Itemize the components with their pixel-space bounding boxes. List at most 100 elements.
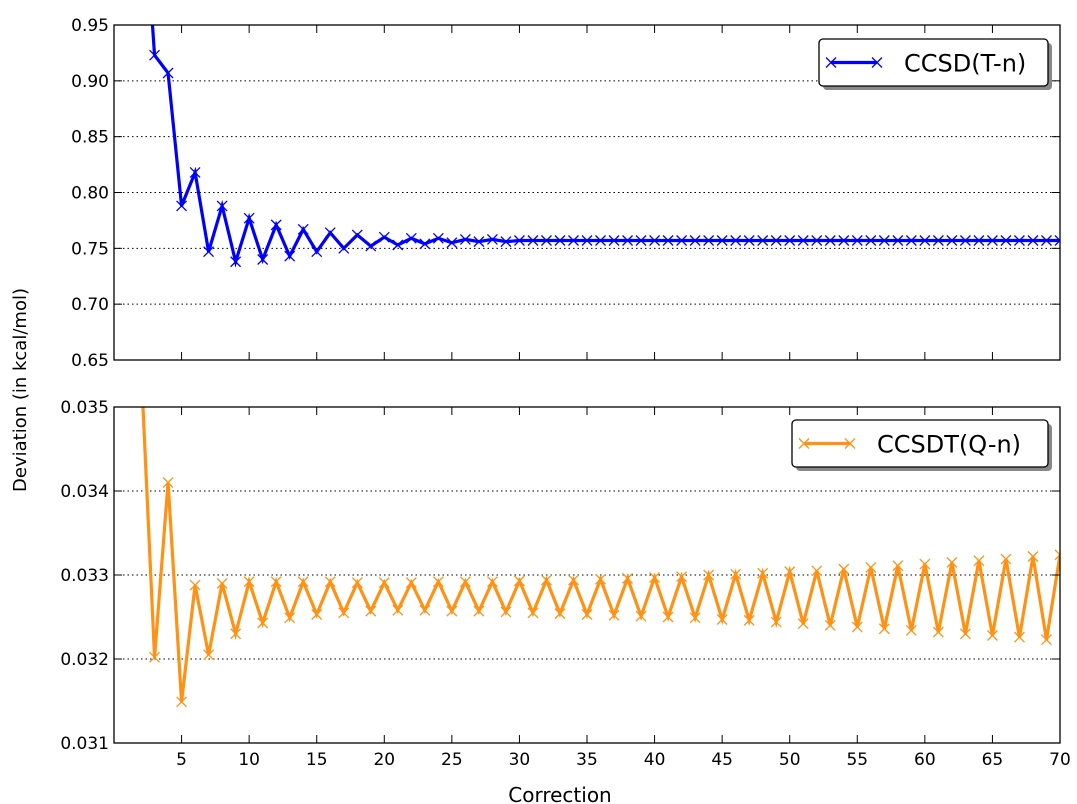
data-point [716, 235, 728, 246]
y-tick-label: 0.95 [71, 16, 109, 36]
data-point [1000, 553, 1012, 565]
data-point [905, 235, 917, 246]
legend: CCSDT(Q-n) [791, 419, 1052, 471]
y-tick-label: 0.033 [60, 566, 109, 586]
x-tick-label: 15 [306, 750, 328, 770]
data-point [946, 235, 958, 246]
data-point [324, 576, 336, 588]
data-point [959, 628, 971, 640]
data-point [500, 606, 512, 618]
data-point [716, 614, 728, 625]
data-point [338, 607, 350, 619]
data-point [473, 605, 485, 617]
data-point [162, 67, 174, 79]
data-point [622, 572, 634, 584]
data-point [405, 232, 417, 244]
data-point [311, 246, 323, 258]
data-point [878, 235, 890, 246]
data-point [1041, 235, 1052, 246]
data-point [243, 576, 255, 588]
x-tick-label: 30 [509, 750, 531, 770]
data-point [365, 240, 377, 252]
data-point [324, 227, 336, 239]
data-point [784, 566, 796, 578]
legend-label: CCSDT(Q-n) [877, 431, 1021, 459]
data-point [392, 604, 404, 616]
x-tick-label: 55 [846, 750, 868, 770]
data-point [784, 235, 796, 246]
data-point [284, 250, 296, 262]
data-point [865, 561, 877, 573]
data-point [838, 563, 850, 575]
data-point [1000, 235, 1012, 246]
series-line [141, 407, 1060, 703]
data-point [1054, 235, 1060, 246]
legend-marker [798, 438, 810, 449]
data-point [486, 576, 498, 588]
data-point [203, 649, 215, 661]
legend: CCSD(T-n) [818, 38, 1052, 90]
data-point [919, 235, 931, 246]
data-point [811, 235, 823, 246]
data-point [595, 573, 606, 585]
data-point [554, 608, 566, 620]
data-point [338, 242, 350, 254]
data-point [136, 360, 146, 370]
data-point [676, 235, 688, 246]
y-axis-label: Deviation (in kcal/mol) [10, 288, 31, 492]
data-point [149, 651, 161, 663]
x-tick-label: 65 [982, 750, 1004, 770]
data-point [703, 235, 715, 246]
y-tick-label: 0.65 [71, 351, 109, 371]
data-point [365, 605, 377, 617]
x-tick-label: 20 [373, 750, 395, 770]
data-point [743, 614, 755, 626]
data-point [446, 605, 458, 617]
data-point [757, 235, 769, 246]
data-point [635, 610, 647, 622]
data-point [811, 565, 823, 577]
data-point [662, 611, 674, 623]
data-point [378, 577, 390, 589]
y-tick-label: 0.75 [71, 239, 109, 259]
data-point [297, 576, 309, 588]
data-point [257, 617, 269, 629]
legend-marker [844, 438, 856, 449]
data-point [527, 607, 539, 619]
data-point [351, 229, 363, 241]
data-point [1014, 235, 1025, 246]
data-point [513, 235, 525, 246]
data-point [932, 235, 944, 246]
data-point [581, 235, 593, 246]
x-tick-label: 40 [644, 750, 666, 770]
data-point [892, 235, 904, 246]
legend-marker [871, 57, 883, 68]
data-point [797, 618, 809, 630]
data-point [1041, 634, 1052, 646]
data-point [973, 555, 985, 567]
y-tick-label: 0.85 [71, 128, 109, 148]
data-point [176, 696, 188, 708]
data-point [743, 235, 755, 246]
y-tick-label: 0.034 [60, 482, 109, 502]
data-point [540, 235, 552, 246]
data-point [378, 231, 390, 243]
data-point [851, 621, 863, 633]
data-point [986, 235, 998, 246]
data-point [311, 609, 323, 620]
data-point [919, 558, 931, 570]
y-tick-label: 0.80 [71, 184, 109, 204]
y-tick-label: 0.031 [60, 734, 109, 754]
data-point [540, 574, 552, 586]
bottom-panel-ccsdt: 0.031 0.032 0.033 0.034 0.035 5 10 15 20 25 30 35 40… [60, 360, 1070, 770]
data-point [459, 576, 471, 588]
legend-label: CCSD(T-n) [904, 50, 1026, 78]
x-tick-label: 10 [238, 750, 260, 770]
data-point [973, 235, 985, 246]
top-panel-ccsd: 0.65 0.70 0.75 0.80 0.85 0.90 0.95 CCSD(T-n) [71, 16, 1061, 371]
data-point [176, 200, 188, 212]
data-point [162, 477, 174, 489]
data-point [730, 568, 742, 580]
data-point [662, 235, 674, 246]
